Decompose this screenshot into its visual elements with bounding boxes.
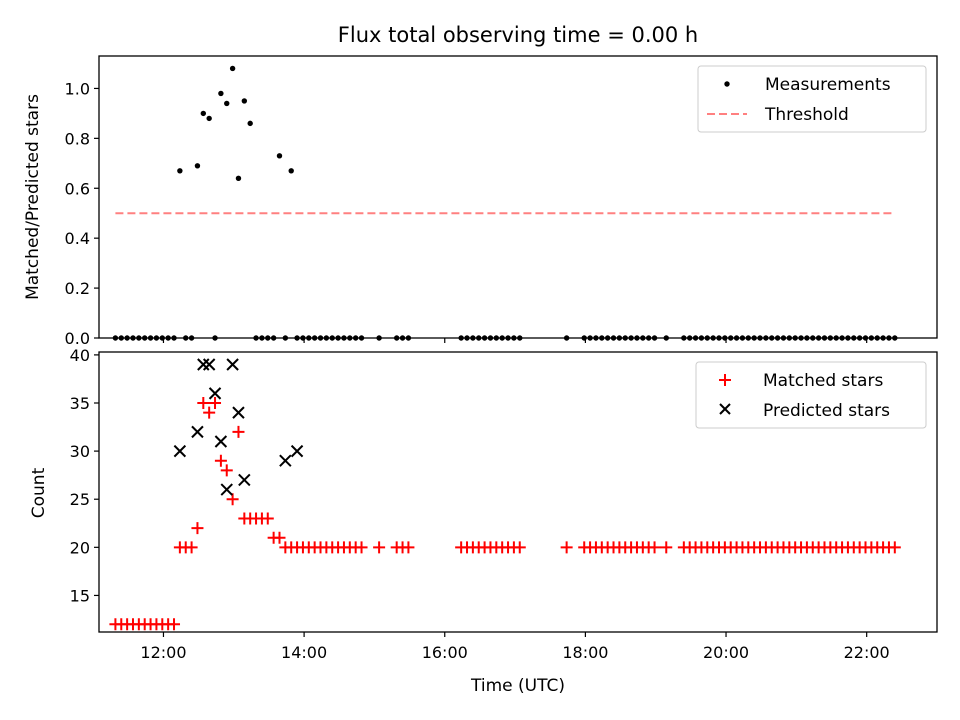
matched-star-point	[232, 425, 245, 438]
matched-star-point	[197, 396, 210, 409]
measurement-point	[200, 110, 207, 117]
top-y-tick-label: 0.6	[65, 179, 90, 198]
measurement-point	[218, 90, 224, 97]
bottom-legend-box	[695, 361, 927, 429]
predicted-star-point	[197, 358, 210, 371]
bottom-y-tick-label: 40	[70, 346, 90, 365]
matched-star-point	[185, 541, 198, 554]
matched-star-point	[203, 406, 216, 419]
matched-star-point	[513, 541, 526, 554]
measurement-point	[288, 168, 294, 174]
matched-star-point	[648, 541, 661, 554]
matched-star-point	[273, 531, 286, 544]
matched-star-point	[402, 541, 415, 554]
bottom-x-tick-label: 22:00	[844, 643, 890, 662]
bottom-x-tick-label: 18:00	[562, 643, 608, 662]
bottom-panel: 12:00 14:00 16:00 18:00 20:00 22:00 15 20 25 30 35…	[29, 346, 938, 696]
top-plot-frame	[98, 55, 938, 339]
predicted-star-point	[208, 387, 222, 400]
matched-star-point	[220, 464, 233, 477]
bottom-y-tick-label: 15	[70, 586, 90, 605]
predicted-star-point	[226, 358, 239, 371]
top-y-tick-label: 0.0	[65, 329, 90, 348]
measurement-point	[177, 168, 183, 174]
bottom-y-tick-label: 25	[70, 490, 90, 509]
top-panel: 0.0 0.2 0.4 0.6 0.8 1.0 Matched/Predicted sta…	[23, 55, 938, 348]
top-y-tick-label: 0.2	[65, 279, 90, 298]
predicted-star-point	[238, 473, 251, 487]
measurement-point	[241, 98, 248, 104]
predicted-star-point	[191, 425, 204, 439]
top-legend-box	[697, 65, 927, 133]
legend-measurements-label: Measurements	[765, 75, 891, 95]
bottom-plot-frame	[98, 351, 938, 633]
bottom-y-tick-label: 30	[70, 442, 90, 461]
measurement-point	[194, 163, 201, 169]
legend-measurements-dot-icon	[724, 81, 730, 87]
top-y-tick-label: 1.0	[65, 79, 90, 98]
predicted-star-point	[202, 358, 216, 371]
measurement-point	[247, 120, 253, 127]
chart-title: Flux total observing time = 0.00 h	[338, 23, 698, 47]
bottom-legend: Matched stars Predicted stars	[695, 361, 927, 429]
predicted-star-point	[290, 444, 304, 458]
legend-matched-plus-icon	[719, 374, 731, 386]
top-y-tick-label: 0.4	[65, 229, 90, 248]
matched-star-point	[373, 541, 386, 554]
matched-star-point	[888, 541, 901, 554]
bottom-y-tick-label: 35	[70, 394, 90, 413]
matched-star-point	[191, 522, 204, 535]
legend-matched-label: Matched stars	[763, 371, 883, 391]
bottom-axis-ticks: 12:00 14:00 16:00 18:00 20:00 22:00 15 20 25 30 35…	[70, 346, 890, 662]
measurement-point	[229, 65, 236, 72]
top-y-tick-label: 0.8	[65, 129, 90, 148]
measurement-point	[224, 100, 230, 107]
top-axis-ticks: 0.0 0.2 0.4 0.6 0.8 1.0	[65, 79, 868, 348]
legend-threshold-label: Threshold	[764, 105, 849, 125]
measurement-point	[235, 175, 242, 181]
bottom-plot-marks	[109, 358, 901, 631]
matched-star-point	[660, 541, 673, 554]
matched-star-point	[168, 618, 181, 631]
bottom-y-axis-label: Count	[29, 467, 49, 518]
legend-predicted-label: Predicted stars	[763, 401, 890, 421]
top-y-axis-label: Matched/Predicted stars	[23, 94, 43, 300]
matched-star-point	[355, 541, 368, 554]
bottom-x-tick-label: 12:00	[140, 643, 186, 662]
measurement-point	[206, 115, 212, 122]
bottom-x-axis-label: Time (UTC)	[470, 676, 565, 696]
predicted-star-point	[232, 406, 245, 419]
measurement-point	[276, 153, 283, 159]
predicted-star-point	[214, 435, 228, 448]
predicted-star-point	[173, 444, 187, 458]
matched-star-point	[226, 493, 239, 506]
predicted-star-point	[279, 454, 292, 467]
bottom-x-tick-label: 16:00	[422, 643, 468, 662]
matched-star-point	[209, 396, 222, 409]
bottom-y-tick-label: 20	[70, 538, 90, 557]
predicted-star-point	[220, 483, 233, 496]
matched-star-point	[261, 512, 274, 525]
top-legend: Measurements Threshold	[697, 65, 927, 133]
bottom-x-tick-label: 20:00	[703, 643, 749, 662]
bottom-x-tick-label: 14:00	[281, 643, 327, 662]
matched-star-point	[560, 541, 573, 554]
legend-predicted-x-icon	[719, 403, 731, 415]
matched-star-point	[214, 454, 227, 467]
